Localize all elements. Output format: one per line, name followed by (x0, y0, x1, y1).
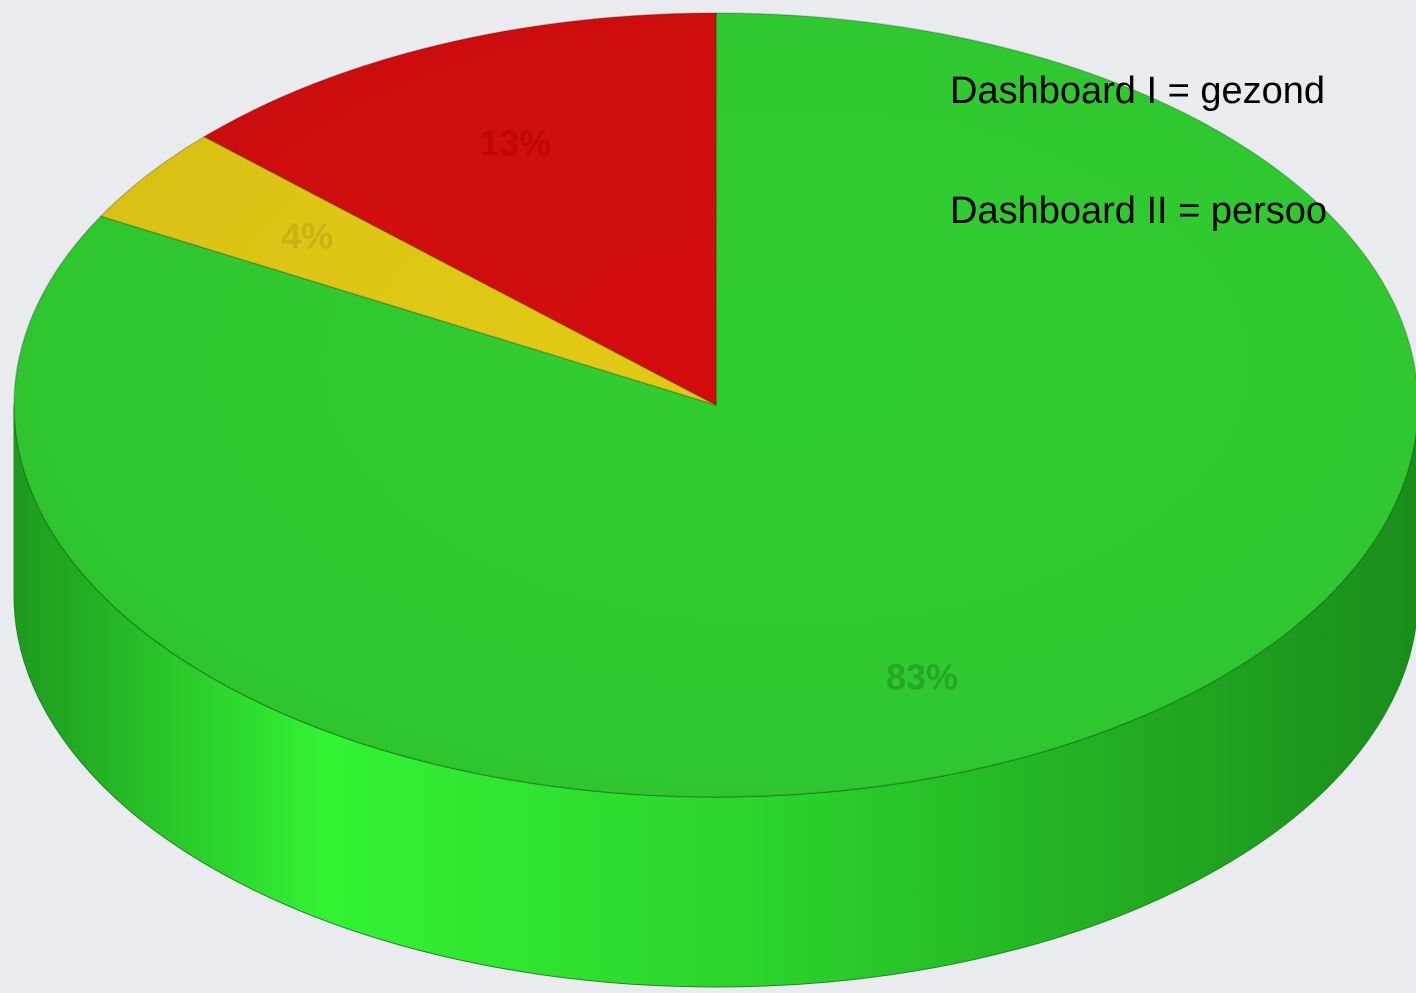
slice-label-1: 83% (886, 657, 958, 698)
slice-label-2: 4% (281, 216, 333, 257)
slice-label-3: 13% (479, 122, 551, 163)
dashboard-note-2: Dashboard II = persoo (950, 190, 1328, 232)
dashboard-note-1: Dashboard I = gezond (950, 70, 1325, 112)
